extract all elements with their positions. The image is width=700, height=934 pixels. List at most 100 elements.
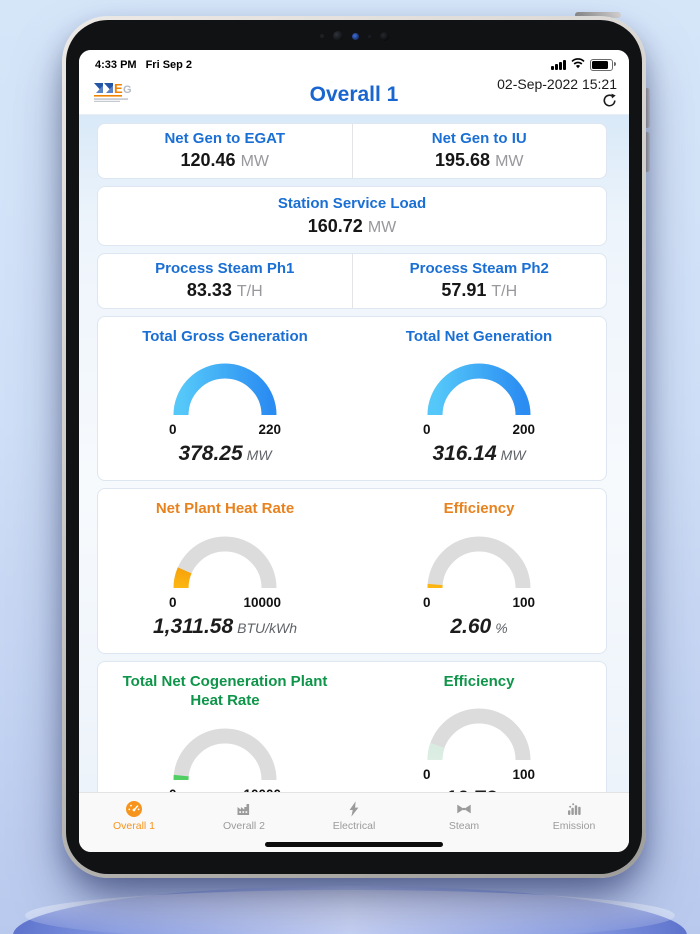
volume-up-button [644, 88, 650, 128]
gauge-max: 10000 [243, 594, 281, 610]
display-stand-pedestal [13, 886, 687, 934]
stat-value: 57.91 [441, 279, 487, 300]
gauge-arc [163, 355, 287, 421]
stat-label: Net Gen to IU [431, 130, 527, 148]
camera-lens-icon [332, 31, 343, 41]
gauge-title: Total Net Generation [405, 327, 553, 345]
stat-unit: MW [495, 153, 524, 171]
gauge-value: 10.79 [444, 787, 497, 792]
tab-electrical[interactable]: Electrical [299, 800, 409, 832]
stat-label: Process Steam Ph1 [155, 259, 295, 277]
gauge-unit: MW [246, 447, 272, 464]
gauge-title: Total Gross Generation [142, 327, 308, 345]
sensor-dot-icon [319, 34, 324, 38]
stat-process-steam-ph1: Process Steam Ph1 83.33 T/H [98, 254, 352, 308]
wifi-icon [571, 56, 585, 74]
stat-unit: MW [367, 218, 397, 236]
refresh-icon[interactable] [602, 93, 617, 113]
gauge-unit: BTU/kWh [237, 619, 298, 636]
stat-label: Net Gen to EGAT [164, 130, 286, 148]
factory-icon [235, 800, 253, 818]
gauge-unit: MW [500, 447, 526, 464]
gauge-plant-efficiency: Efficiency 0 100 2.60% [352, 499, 606, 639]
battery-icon [590, 58, 616, 72]
tab-steam[interactable]: Steam [409, 800, 519, 832]
gauge-title: Net Plant Heat Rate [155, 500, 295, 518]
net-plant-heat-rate-card: Net Plant Heat Rate 0 10000 1,311.58 BTU/k… [97, 488, 607, 654]
generation-gauges-card: Total Gross Generation 0 220 378.25 MW Tot… [97, 315, 607, 482]
gauge-min: 0 [423, 422, 431, 438]
stat-net-gen-iu: Net Gen to IU 195.68 MW [351, 124, 607, 179]
gauge-value: 2.60 [450, 614, 492, 638]
gauge-cogen-plant-heat-rate: Total Net Cogeneration Plant Heat Rate 0… [98, 672, 352, 792]
gauge-min: 0 [169, 422, 177, 438]
cogeneration-heat-rate-card: Total Net Cogeneration Plant Heat Rate 0… [97, 660, 607, 792]
svg-text:G: G [123, 84, 132, 96]
gauge-min: 0 [423, 767, 431, 783]
mic-dot-icon [367, 34, 371, 38]
stat-value: 160.72 [307, 215, 363, 236]
svg-text:E: E [114, 81, 123, 96]
stat-label: Station Service Load [277, 195, 427, 213]
emission-icon [565, 800, 583, 818]
truedepth-lens-icon [351, 32, 359, 40]
gauge-total-net-generation: Total Net Generation 0 200 316.14 MW [352, 327, 606, 467]
tab-overall-2[interactable]: Overall 2 [189, 800, 299, 832]
tablet-screen: 4:33 PM Fri Sep 2 [79, 50, 629, 852]
gauge-arc [417, 528, 541, 594]
gauge-max: 100 [512, 594, 535, 610]
stat-unit: MW [240, 153, 269, 171]
stat-value: 120.46 [180, 150, 236, 171]
stat-label: Process Steam Ph2 [409, 259, 549, 277]
ios-status-bar: 4:33 PM Fri Sep 2 [79, 50, 629, 75]
cellular-signal-icon [551, 60, 566, 71]
gauge-arc [163, 720, 287, 786]
stat-unit: T/H [236, 282, 263, 300]
tab-emission[interactable]: Emission [519, 800, 629, 832]
gauge-arc [163, 528, 287, 594]
stat-process-steam-ph2: Process Steam Ph2 57.91 T/H [351, 253, 607, 308]
gauge-unit: % [495, 619, 508, 636]
tablet-device-frame: 4:33 PM Fri Sep 2 [62, 16, 646, 878]
app-header: E G Overall 1 02-Sep-2022 15:21 [79, 74, 629, 116]
stat-station-service-load: Station Service Load 160.72 MW [98, 187, 606, 244]
gauge-max: 200 [512, 422, 535, 438]
net-gen-card: Net Gen to EGAT 120.46 MW Net Gen to IU 1… [97, 123, 607, 180]
gauge-total-gross-generation: Total Gross Generation 0 220 378.25 MW [98, 327, 352, 467]
gauge-min: 0 [169, 594, 177, 610]
home-indicator[interactable] [265, 841, 443, 847]
lightning-icon [345, 800, 363, 818]
gauge-min: 0 [423, 594, 431, 610]
tab-label: Emission [552, 820, 596, 832]
gauge-min: 0 [169, 787, 177, 792]
gauge-max: 220 [258, 422, 281, 438]
gauge-value: 1,311.58 [152, 614, 234, 638]
tab-label: Overall 2 [222, 820, 265, 832]
tablet-bezel: 4:33 PM Fri Sep 2 [66, 20, 642, 874]
process-steam-card: Process Steam Ph1 83.33 T/H Process Steam… [97, 252, 607, 309]
volume-down-button [644, 132, 650, 172]
status-time: 4:33 PM [95, 59, 137, 72]
tab-label: Overall 1 [112, 820, 155, 832]
tab-bar: Overall 1 Overall 2 Electrical Steam Emissio… [79, 792, 629, 852]
gauge-value: 378.25 [178, 442, 243, 466]
gauge-value: 316.14 [432, 442, 497, 466]
nneg-logo: E G [93, 81, 135, 110]
page-title: Overall 1 [309, 83, 399, 107]
power-button [575, 12, 621, 18]
gauge-max: 10000 [243, 787, 281, 792]
dashboard-content: Net Gen to EGAT 120.46 MW Net Gen to IU 1… [79, 115, 629, 792]
gauge-arc [417, 355, 541, 421]
sensor-dot-icon [379, 31, 389, 41]
tab-label: Electrical [332, 820, 376, 832]
front-camera-cluster [66, 28, 642, 44]
gauge-net-plant-heat-rate: Net Plant Heat Rate 0 10000 1,311.58 BTU/k… [98, 499, 352, 639]
valve-icon [455, 800, 473, 818]
gauge-title: Efficiency [443, 672, 515, 690]
tab-overall-1[interactable]: Overall 1 [79, 800, 189, 832]
gauge-icon [125, 800, 143, 818]
stat-net-gen-egat: Net Gen to EGAT 120.46 MW [98, 124, 352, 178]
gauge-title: Efficiency [443, 500, 515, 518]
gauge-title: Total Net Cogeneration Plant Heat Rate [122, 672, 328, 710]
